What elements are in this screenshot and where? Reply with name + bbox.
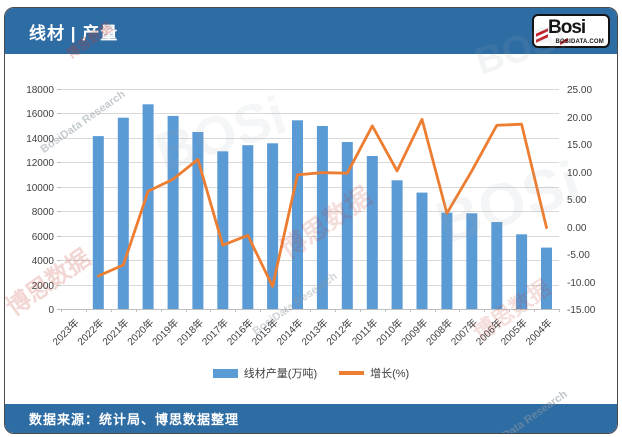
x-axis-label: 2021年 [99,316,131,348]
chart-card: 线材 | 产量 Bosi BOSIDATA.COM 0 2000 4000 6000 8… [4,7,618,434]
left-axis-label: 6000 [32,232,55,243]
left-axis-label: 2000 [32,281,55,292]
logo-domain: BOSIDATA.COM [555,39,604,45]
x-axis-label: 2019年 [149,316,181,348]
production-bar [242,145,254,309]
footer-bar: 数据来源：统计局、博思数据整理 [5,404,617,433]
production-bar [416,192,428,309]
production-bar [217,151,229,309]
right-axis-label: -15.00 [567,305,596,316]
production-bar [92,136,104,309]
left-axis-label: 10000 [26,183,54,194]
legend-label-production: 线材产量(万吨) [243,368,318,380]
left-axis-label: 4000 [32,256,55,267]
production-bar [292,120,303,309]
x-axis-label: 2022年 [74,316,106,348]
x-axis-label: 2008年 [423,316,455,348]
production-bar [316,126,328,309]
x-axis-label: 2017年 [199,316,231,348]
production-bar [117,117,129,309]
production-bar [366,156,378,309]
right-axis-label: 0.00 [567,223,587,234]
x-axis-label: 2005年 [498,316,530,348]
x-axis-label: 2011年 [349,316,380,347]
left-axis-label: 8000 [32,207,55,218]
chart-area: 0 2000 4000 6000 8000 10000 12000 14000 16000 180… [5,54,617,406]
legend-swatch-growth [339,371,365,375]
logo-wordmark: Bosi [548,17,586,38]
production-bar [516,234,528,309]
x-axis-label: 2015年 [249,316,281,348]
legend-item-growth: 增长(%) [339,365,409,381]
production-bar [267,143,279,309]
header-bar: 线材 | 产量 [5,8,617,54]
left-axis-label: 14000 [26,134,54,145]
production-bar [192,132,204,309]
production-bar [466,213,478,309]
x-axis-label: 2007年 [448,316,480,348]
left-axis-label: 12000 [26,158,54,169]
x-axis-label: 2012年 [323,316,355,348]
chart-legend: 线材产量(万吨) 增长(%) [5,365,617,381]
left-axis-label: 0 [48,305,54,316]
legend-item-production: 线材产量(万吨) [212,365,318,381]
production-bar [341,142,353,309]
x-axis-label: 2013年 [299,316,331,348]
production-bar [441,212,453,309]
production-bar [167,115,179,310]
legend-swatch-production [212,368,238,378]
x-axis-label: 2023年 [50,316,82,348]
x-axis-label: 2014年 [274,316,306,348]
right-axis-label: 20.00 [567,113,592,124]
x-axis-label: 2020年 [124,316,156,348]
left-axis-label: 16000 [26,109,54,120]
production-bar [142,104,154,309]
x-axis-label: 2016年 [224,316,256,348]
production-bar [391,180,403,309]
x-axis-label: 2009年 [398,316,430,348]
right-axis-label: 10.00 [567,168,592,179]
right-axis-label: 15.00 [567,140,592,151]
production-bar [491,222,503,309]
x-axis-label: 2018年 [174,316,206,348]
x-axis-label: 2010年 [373,316,405,348]
bosi-logo: Bosi BOSIDATA.COM [532,14,610,48]
legend-label-growth: 增长(%) [370,368,410,380]
right-axis-label: -5.00 [567,250,590,261]
page-title: 线材 | 产量 [29,23,119,43]
right-axis-label: -10.00 [567,278,596,289]
right-axis-label: 5.00 [567,195,587,206]
left-axis-label: 18000 [26,85,54,96]
production-bar [541,247,552,309]
x-axis-label: 2004年 [523,316,555,348]
growth-line [96,117,548,288]
right-axis-label: 25.00 [567,85,592,96]
source-text: 数据来源：统计局、博思数据整理 [29,412,240,427]
chart-svg: 0 2000 4000 6000 8000 10000 12000 14000 16000 180… [26,85,596,348]
x-axis-label: 2006年 [473,316,505,348]
